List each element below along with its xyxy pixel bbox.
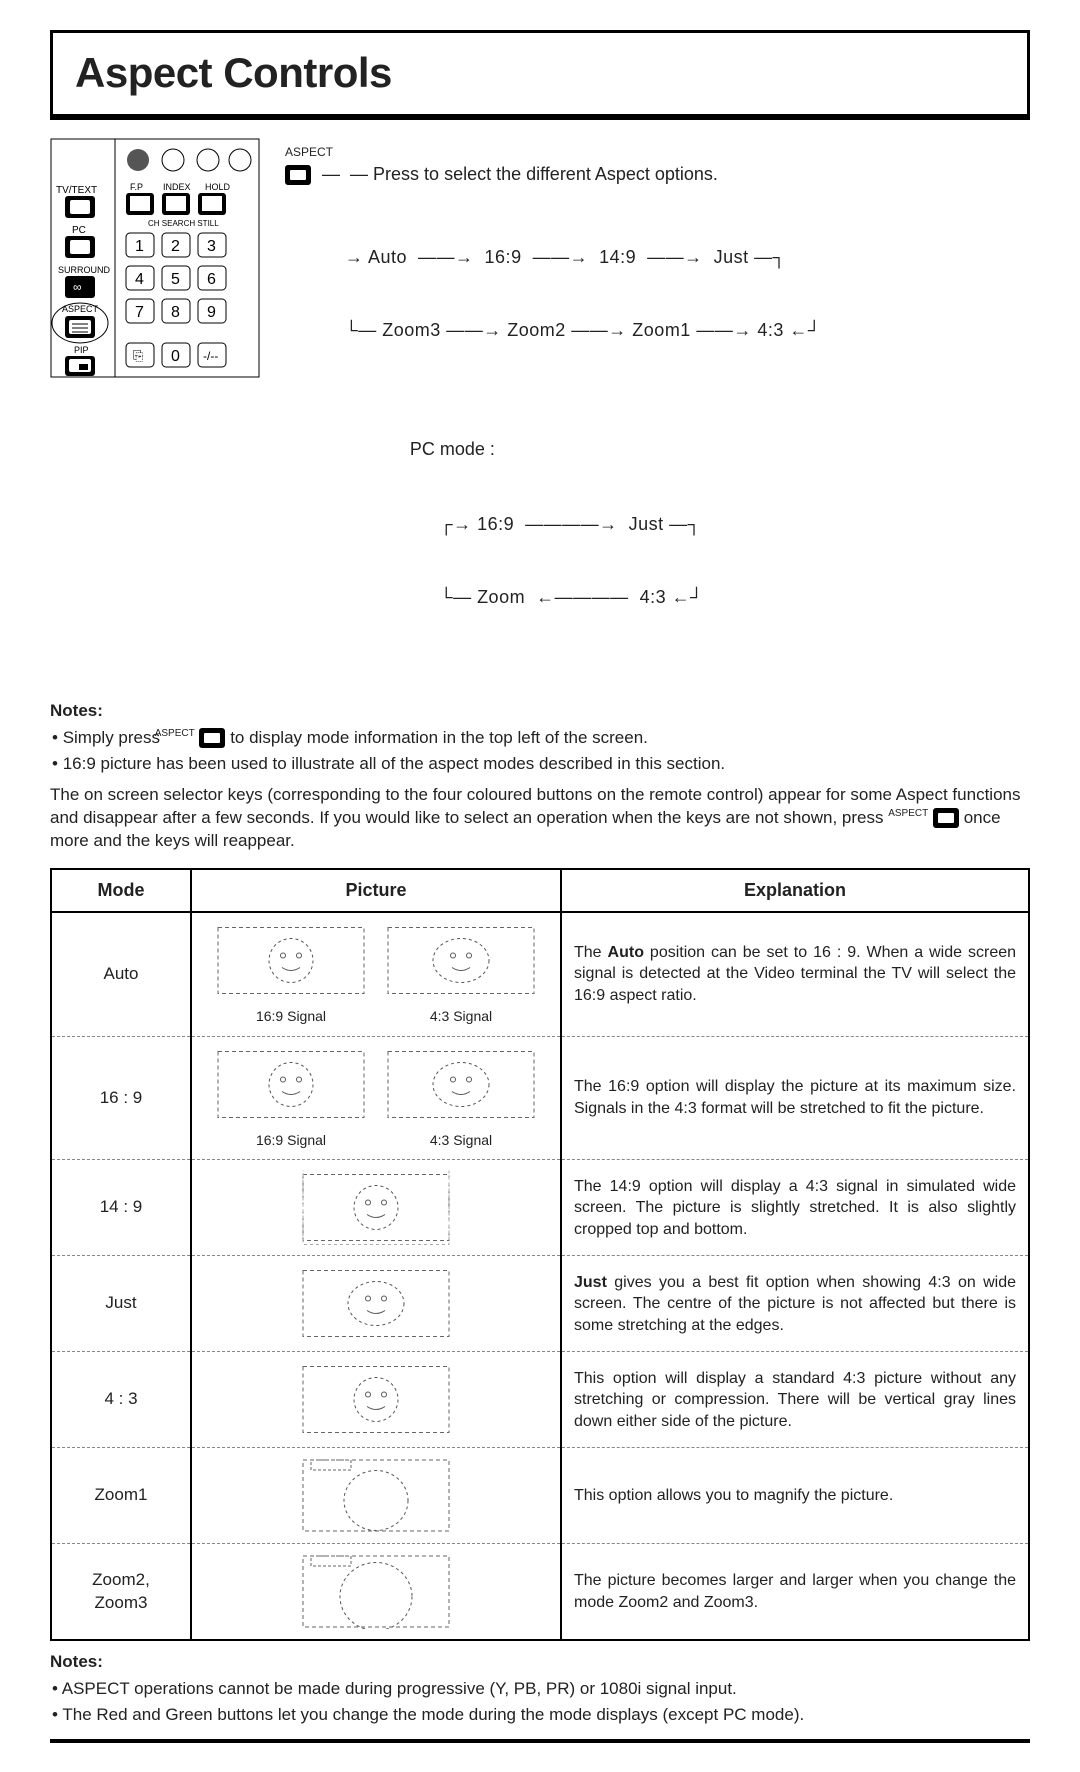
on-screen-para: The on screen selector keys (correspondi… bbox=[50, 784, 1030, 853]
svg-text:3: 3 bbox=[207, 238, 216, 255]
svg-text:6: 6 bbox=[207, 271, 216, 288]
svg-text:-/--: -/-- bbox=[203, 349, 218, 363]
svg-text:⎘: ⎘ bbox=[133, 348, 143, 363]
svg-text:SURROUND: SURROUND bbox=[58, 265, 111, 275]
svg-text:5: 5 bbox=[171, 271, 180, 288]
page-title: Aspect Controls bbox=[75, 45, 1005, 102]
aspect-icon bbox=[933, 808, 959, 828]
svg-text:0: 0 bbox=[171, 348, 180, 365]
cycle-pc-row2: └— Zoom ←———— 4:3 ←┘ bbox=[440, 585, 704, 609]
svg-text:PC: PC bbox=[72, 225, 86, 236]
cycle-main-row1: → Auto ——→ 16:9 ——→ 14:9 ——→ Just —┐ bbox=[345, 245, 1030, 269]
table-row: Zoom1 This option allows you to magnify … bbox=[51, 1448, 1029, 1544]
aspect-modes-table: Mode Picture Explanation Auto 16:9 Signa… bbox=[50, 868, 1030, 1641]
cycle-pc: PC mode : ┌→ 16:9 ————→ Just —┐ └— Zoom … bbox=[345, 413, 1030, 682]
aspect-cycle: ASPECT — — Press to select the different… bbox=[285, 138, 1030, 682]
mode-cell: Zoom2,Zoom3 bbox=[51, 1544, 191, 1641]
bottom-notes-heading: Notes: bbox=[50, 1651, 1030, 1674]
mode-cell: Just bbox=[51, 1256, 191, 1352]
svg-text:PIP: PIP bbox=[74, 345, 89, 355]
bottom-rule bbox=[50, 1739, 1030, 1743]
press-line: — — Press to select the different Aspect… bbox=[285, 162, 1030, 186]
picture-cell bbox=[191, 1352, 561, 1448]
svg-text:7: 7 bbox=[135, 304, 144, 321]
aspect-icon bbox=[199, 728, 225, 748]
cycle-pc-row1: ┌→ 16:9 ————→ Just —┐ bbox=[440, 512, 704, 536]
bottom-note-1: ASPECT operations cannot be made during … bbox=[52, 1678, 1030, 1701]
remote-and-cycle: TV/TEXT PC SURROUND ∞ ASPECT PIP F.P IND… bbox=[50, 138, 1030, 682]
explanation-cell: The 14:9 option will display a 4:3 signa… bbox=[561, 1160, 1029, 1256]
remote-svg: TV/TEXT PC SURROUND ∞ ASPECT PIP F.P IND… bbox=[50, 138, 260, 378]
explanation-cell: This option allows you to magnify the pi… bbox=[561, 1448, 1029, 1544]
th-mode: Mode bbox=[51, 869, 191, 911]
svg-text:∞: ∞ bbox=[73, 280, 82, 294]
table-row: Just Just gives you a best fit option wh… bbox=[51, 1256, 1029, 1352]
notes-bottom: Notes: ASPECT operations cannot be made … bbox=[50, 1651, 1030, 1727]
picture-cell: 16:9 Signal 4:3 Signal bbox=[191, 1036, 561, 1160]
pc-mode-label: PC mode : bbox=[410, 439, 495, 459]
aspect-icon bbox=[285, 165, 311, 185]
press-text: Press to select the different Aspect opt… bbox=[373, 164, 718, 184]
svg-text:TV/TEXT: TV/TEXT bbox=[56, 185, 97, 196]
title-frame: Aspect Controls bbox=[50, 30, 1030, 120]
picture-cell bbox=[191, 1544, 561, 1641]
table-row: 14 : 9 The 14:9 option will display a 4:… bbox=[51, 1160, 1029, 1256]
notes-list-top: Simply press ASPECT to display mode info… bbox=[50, 727, 1030, 776]
notes-heading: Notes: bbox=[50, 700, 1030, 723]
svg-text:2: 2 bbox=[171, 238, 180, 255]
cycle-main: → Auto ——→ 16:9 ——→ 14:9 ——→ Just —┐ └— … bbox=[345, 196, 1030, 390]
explanation-cell: This option will display a standard 4:3 … bbox=[561, 1352, 1029, 1448]
svg-text:CH SEARCH STILL: CH SEARCH STILL bbox=[148, 219, 219, 228]
svg-text:INDEX: INDEX bbox=[163, 182, 191, 192]
table-row: Auto 16:9 Signal 4:3 Signal The Auto pos… bbox=[51, 912, 1029, 1036]
table-row: Zoom2,Zoom3 The picture becomes larger a… bbox=[51, 1544, 1029, 1641]
svg-text:8: 8 bbox=[171, 304, 180, 321]
bottom-note-2: The Red and Green buttons let you change… bbox=[52, 1704, 1030, 1727]
explanation-cell: The Auto position can be set to 16 : 9. … bbox=[561, 912, 1029, 1036]
picture-cell bbox=[191, 1256, 561, 1352]
svg-text:1: 1 bbox=[135, 238, 144, 255]
picture-cell bbox=[191, 1160, 561, 1256]
remote-illustration: TV/TEXT PC SURROUND ∞ ASPECT PIP F.P IND… bbox=[50, 138, 260, 682]
th-explanation: Explanation bbox=[561, 869, 1029, 911]
th-picture: Picture bbox=[191, 869, 561, 911]
cycle-main-row2: └— Zoom3 ——→ Zoom2 ——→ Zoom1 ——→ 4:3 ←┘ bbox=[345, 318, 1030, 342]
aspect-label-small: ASPECT bbox=[285, 144, 1030, 160]
table-row: 4 : 3 This option will display a standar… bbox=[51, 1352, 1029, 1448]
mode-cell: 4 : 3 bbox=[51, 1352, 191, 1448]
notes-list-bottom: ASPECT operations cannot be made during … bbox=[50, 1678, 1030, 1727]
mode-cell: 16 : 9 bbox=[51, 1036, 191, 1160]
explanation-cell: The 16:9 option will display the picture… bbox=[561, 1036, 1029, 1160]
note-2: 16:9 picture has been used to illustrate… bbox=[52, 753, 1030, 776]
picture-cell: 16:9 Signal 4:3 Signal bbox=[191, 912, 561, 1036]
mode-cell: Zoom1 bbox=[51, 1448, 191, 1544]
svg-text:9: 9 bbox=[207, 304, 216, 321]
svg-text:F.P: F.P bbox=[130, 182, 143, 192]
svg-text:ASPECT: ASPECT bbox=[62, 304, 99, 314]
svg-text:4: 4 bbox=[135, 271, 144, 288]
mode-cell: 14 : 9 bbox=[51, 1160, 191, 1256]
table-row: 16 : 9 16:9 Signal 4:3 Signal The 16:9 o… bbox=[51, 1036, 1029, 1160]
note-1: Simply press ASPECT to display mode info… bbox=[52, 727, 1030, 750]
svg-text:HOLD: HOLD bbox=[205, 182, 231, 192]
mode-cell: Auto bbox=[51, 912, 191, 1036]
explanation-cell: Just gives you a best fit option when sh… bbox=[561, 1256, 1029, 1352]
explanation-cell: The picture becomes larger and larger wh… bbox=[561, 1544, 1029, 1641]
picture-cell bbox=[191, 1448, 561, 1544]
notes-top: Notes: Simply press ASPECT to display mo… bbox=[50, 700, 1030, 853]
